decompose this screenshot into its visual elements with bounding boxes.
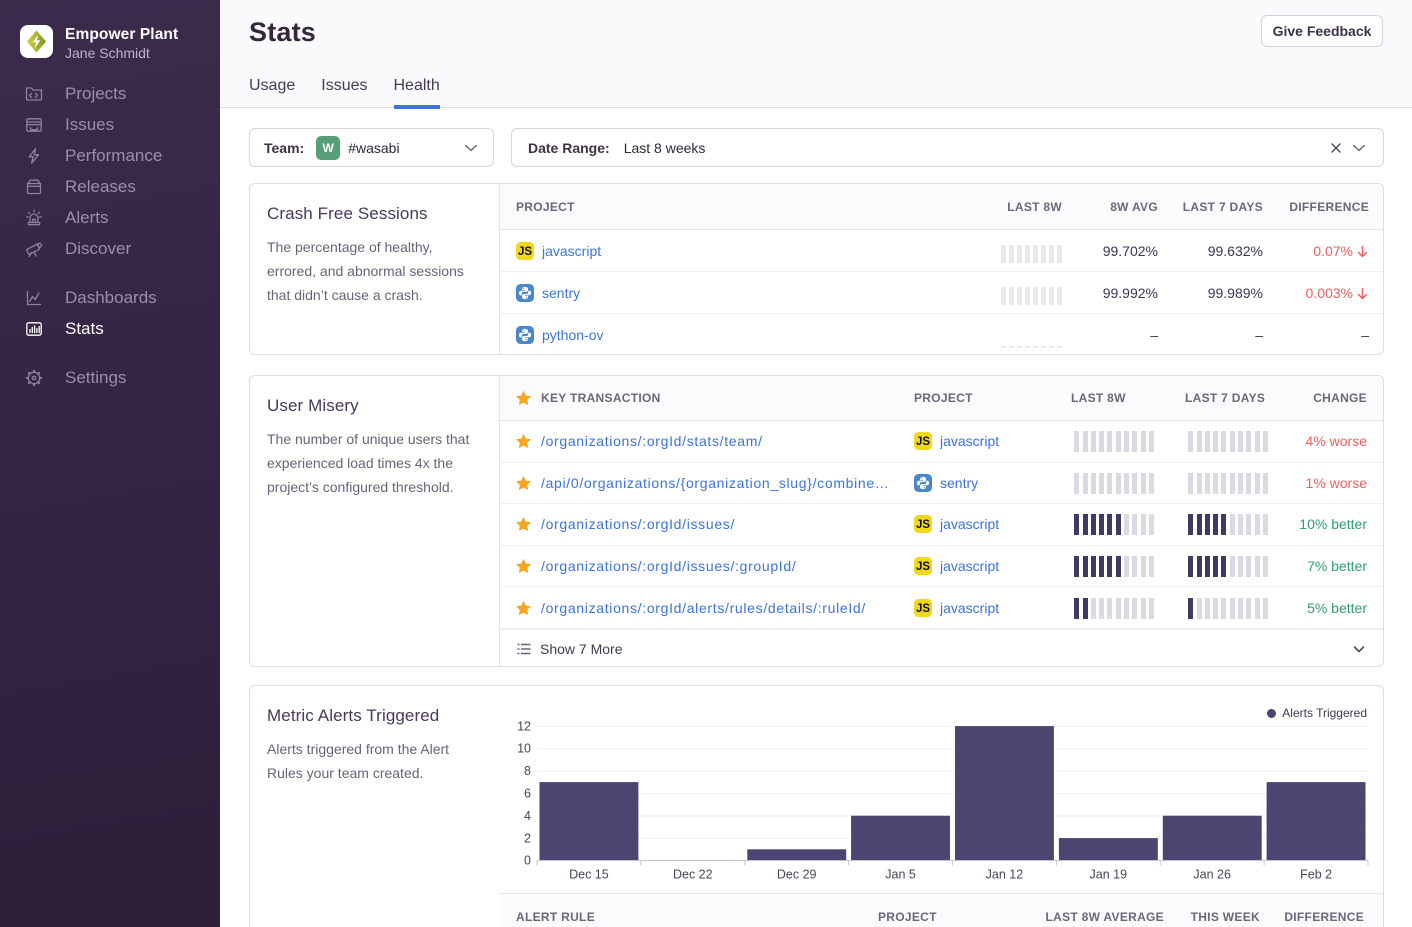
svg-text:2: 2 xyxy=(524,831,531,845)
svg-text:Dec 29: Dec 29 xyxy=(777,868,817,882)
svg-text:JS: JS xyxy=(916,603,930,615)
svg-text:Dec 15: Dec 15 xyxy=(569,868,609,882)
svg-text:JS: JS xyxy=(916,436,930,448)
svg-text:Jan 12: Jan 12 xyxy=(986,868,1024,882)
svg-text:Jan 26: Jan 26 xyxy=(1193,868,1231,882)
svg-text:Jan 5: Jan 5 xyxy=(885,868,916,882)
svg-text:10: 10 xyxy=(517,742,531,756)
svg-text:JS: JS xyxy=(916,561,930,573)
svg-text:Feb 2: Feb 2 xyxy=(1300,868,1332,882)
svg-text:4: 4 xyxy=(524,809,531,823)
svg-text:0: 0 xyxy=(524,854,531,868)
svg-text:JS: JS xyxy=(518,246,532,258)
svg-text:Dec 22: Dec 22 xyxy=(673,868,713,882)
svg-text:JS: JS xyxy=(916,519,930,531)
svg-text:6: 6 xyxy=(524,787,531,801)
svg-text:Jan 19: Jan 19 xyxy=(1090,868,1128,882)
svg-text:8: 8 xyxy=(524,764,531,778)
svg-text:12: 12 xyxy=(517,719,531,733)
